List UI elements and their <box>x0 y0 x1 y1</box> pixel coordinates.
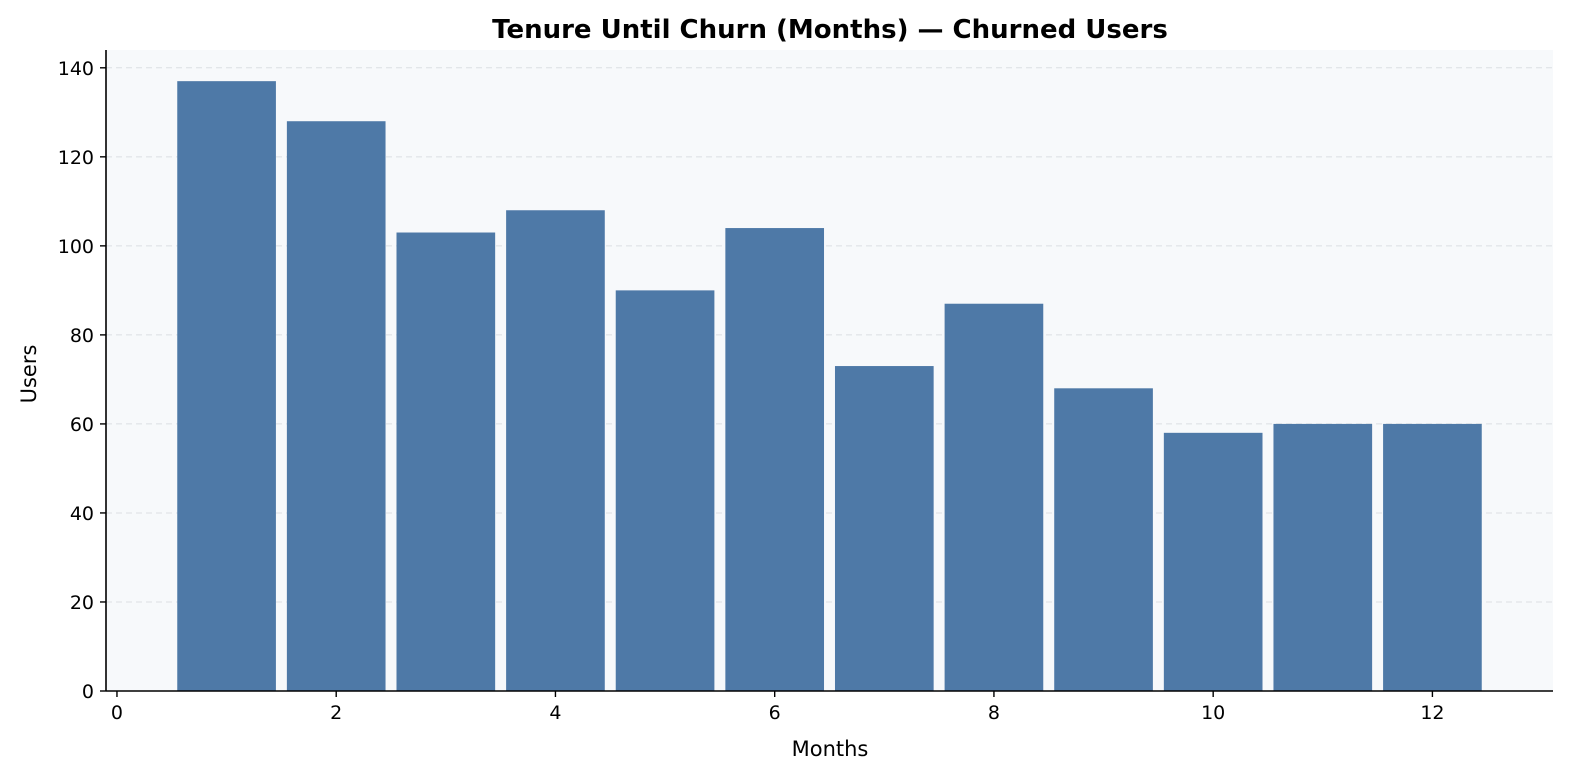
bar <box>615 290 715 691</box>
chart-title: Tenure Until Churn (Months) — Churned Us… <box>492 15 1168 45</box>
bar <box>944 303 1044 691</box>
bar <box>1163 432 1263 691</box>
y-tick-label: 40 <box>70 503 94 525</box>
bar <box>725 228 825 692</box>
x-tick-label: 6 <box>769 702 781 724</box>
x-tick-label: 12 <box>1420 702 1444 724</box>
bar <box>396 232 496 691</box>
x-tick-label: 8 <box>988 702 1000 724</box>
x-tick-label: 0 <box>111 702 123 724</box>
y-tick-label: 80 <box>70 325 94 347</box>
x-axis-label: Months <box>792 737 869 761</box>
x-tick-label: 10 <box>1201 702 1225 724</box>
bar <box>1273 423 1373 691</box>
y-tick-label: 0 <box>82 681 94 703</box>
y-tick-label: 120 <box>58 147 94 169</box>
x-ticks: 0 2 4 6 8 10 12 <box>111 691 1445 724</box>
bar <box>286 121 386 691</box>
y-tick-label: 60 <box>70 414 94 436</box>
y-tick-label: 100 <box>58 236 94 258</box>
y-axis-label: Users <box>17 345 41 404</box>
x-tick-label: 4 <box>549 702 561 724</box>
y-tick-label: 20 <box>70 592 94 614</box>
bar <box>1383 423 1482 691</box>
bar <box>834 366 934 691</box>
bars <box>177 81 1482 692</box>
bar <box>177 81 276 691</box>
bar <box>1054 388 1153 691</box>
y-tick-label: 140 <box>58 58 94 80</box>
bar <box>506 210 605 691</box>
y-ticks: 0 20 40 60 80 100 120 140 <box>58 58 106 703</box>
x-tick-label: 2 <box>330 702 342 724</box>
